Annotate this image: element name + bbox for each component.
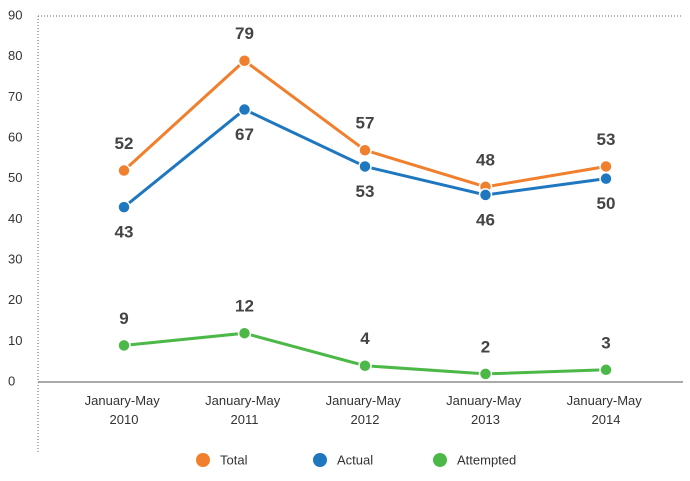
y-tick-label: 50 [8, 170, 22, 185]
x-tick-line: January-May [85, 393, 164, 408]
point [358, 143, 372, 157]
point [358, 159, 372, 174]
point [117, 338, 131, 353]
point [117, 200, 131, 214]
x-tick-line: January-May [326, 393, 405, 408]
point [237, 53, 252, 68]
value-label: 43 [115, 223, 134, 242]
point [599, 159, 613, 174]
x-tick-label: January-May 2010 [85, 393, 164, 427]
x-tick-line: January-May [567, 393, 646, 408]
y-tick-label: 60 [8, 129, 22, 144]
value-label: 4 [360, 329, 370, 348]
value-label: 53 [597, 130, 616, 149]
point [478, 367, 493, 381]
value-label: 48 [476, 150, 495, 169]
value-label: 79 [235, 24, 254, 43]
value-label: 50 [597, 194, 616, 213]
y-tick-label: 20 [8, 292, 22, 307]
point [237, 102, 252, 117]
x-tick-line: 2014 [592, 412, 621, 427]
x-tick-line: 2010 [110, 412, 139, 427]
value-label: 57 [356, 114, 375, 133]
legend-marker [433, 453, 447, 467]
y-tick-label: 70 [8, 89, 22, 104]
point [599, 363, 613, 377]
value-label: 53 [356, 182, 375, 201]
x-tick-label: January-May 2014 [567, 393, 646, 427]
x-tick-label: January-May 2013 [446, 393, 525, 427]
x-tick-line: January-May [205, 393, 284, 408]
x-tick-line: 2011 [231, 412, 259, 427]
y-tick-label: 10 [8, 333, 22, 348]
value-label: 3 [601, 333, 610, 352]
point [117, 163, 131, 178]
x-tick-label: January-May 2012 [326, 393, 405, 427]
value-label: 12 [235, 297, 254, 316]
point [237, 326, 252, 340]
x-tick-label: January-May 2011 [205, 393, 284, 427]
legend-label: Attempted [457, 452, 516, 467]
x-tick-line: 2013 [471, 412, 500, 427]
value-label: 67 [235, 125, 254, 144]
y-tick-label: 40 [8, 211, 22, 226]
point [599, 171, 613, 186]
value-label: 46 [476, 210, 495, 229]
value-label: 52 [115, 134, 134, 153]
y-tick-label: 80 [8, 48, 22, 63]
point [358, 358, 372, 373]
x-tick-line: 2012 [351, 412, 380, 427]
value-label: 2 [481, 337, 490, 356]
y-tick-label: 0 [8, 373, 15, 388]
y-tick-label: 30 [8, 251, 22, 266]
legend-marker [196, 453, 210, 467]
legend-label: Actual [337, 452, 373, 467]
value-label: 9 [119, 309, 128, 328]
legend-marker [313, 453, 327, 467]
legend-label: Total [220, 452, 248, 467]
x-tick-line: January-May [446, 393, 525, 408]
y-tick-label: 90 [8, 7, 22, 22]
point [478, 188, 493, 202]
